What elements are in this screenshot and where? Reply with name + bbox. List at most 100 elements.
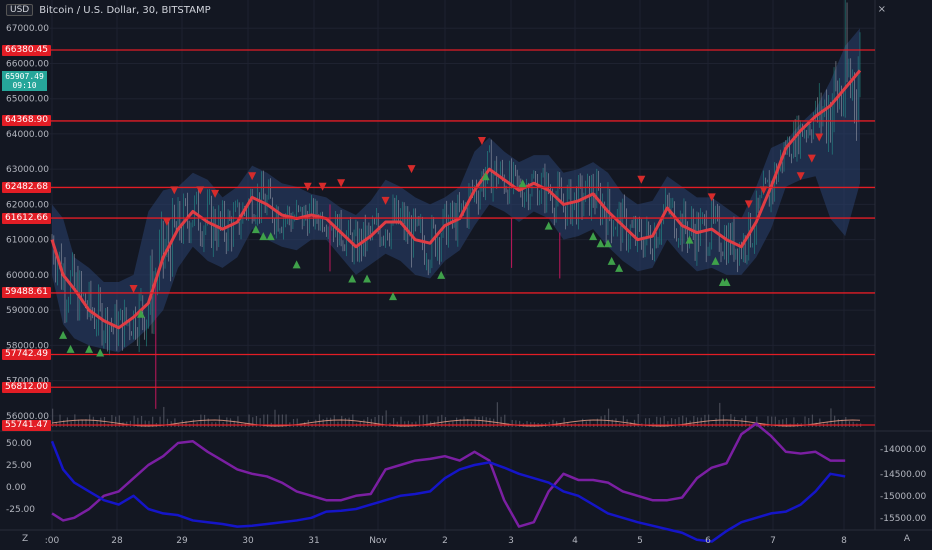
zoom-button[interactable]: Z (22, 534, 29, 544)
volume-bar (456, 417, 458, 427)
volume-bar (463, 416, 465, 427)
volume-bar (233, 420, 235, 427)
volume-bar (333, 415, 335, 427)
volume-bar (452, 421, 454, 427)
time-tick-label: 6 (705, 536, 711, 546)
sell-marker (162, 218, 171, 227)
volume-bar (174, 418, 176, 427)
volume-bar (778, 419, 780, 427)
volume-bars (51, 402, 862, 427)
grid-lines (0, 0, 932, 531)
price-tick-label: 62000.00 (6, 200, 49, 210)
volume-bar (89, 414, 91, 427)
volume-bar (255, 415, 258, 427)
horizontal-levels (50, 49, 875, 426)
sell-marker (303, 182, 312, 191)
auto-scale-button[interactable]: A (903, 534, 910, 544)
volume-bar (341, 415, 343, 427)
price-tick-label: 64000.00 (6, 130, 49, 140)
buy-marker (388, 292, 397, 301)
volume-bar (848, 421, 851, 427)
buy-marker (685, 235, 694, 244)
volume-bar (489, 417, 491, 427)
volume-bar (52, 408, 54, 427)
volume-bar (274, 409, 276, 427)
volume-bar (519, 420, 521, 427)
volume-bar (329, 417, 332, 427)
countdown: 09:10 (12, 81, 37, 90)
band-fill (52, 28, 860, 353)
volume-bar (259, 418, 261, 427)
volume-bar (207, 418, 209, 427)
sell-marker (196, 186, 205, 195)
volume-bar (500, 416, 502, 427)
volume-bar (400, 416, 402, 427)
buy-marker (363, 274, 372, 283)
volume-bar (378, 414, 380, 427)
buy-marker (589, 232, 598, 241)
volume-bar (478, 417, 480, 427)
volume-bar (152, 416, 154, 427)
currency-badge[interactable]: USD (6, 4, 34, 16)
volume-bar (756, 416, 758, 427)
volume-bar (281, 414, 283, 427)
volume-bar (604, 415, 606, 427)
volume-bar (426, 414, 428, 427)
volume-bar (318, 414, 321, 427)
buy-marker (85, 344, 94, 353)
volume-bar (385, 410, 387, 427)
buy-marker (266, 232, 275, 241)
volume-bar (589, 419, 591, 427)
moving-average-line (50, 69, 862, 330)
volume-bar (296, 418, 298, 427)
price-tick-label: 67000.00 (6, 24, 49, 34)
volume-bar (159, 416, 161, 427)
volume-bar (682, 415, 684, 427)
time-tick-label: :00 (45, 536, 60, 546)
volume-bar (656, 416, 658, 427)
volume-bar (226, 417, 228, 427)
volume-bar (111, 415, 113, 427)
chart-header: USD Bitcoin / U.S. Dollar, 30, BITSTAMP (6, 4, 211, 16)
volume-bar (129, 420, 132, 427)
volume-bar (485, 417, 487, 427)
level-label: 59488.61 (2, 287, 51, 299)
volume-bar (622, 415, 624, 427)
volume-bar (648, 418, 650, 427)
volume-bar (511, 419, 513, 427)
buy-marker (59, 330, 68, 339)
volume-bar (767, 416, 769, 427)
volume-bar (248, 414, 250, 427)
price-tick-label: 60000.00 (6, 271, 49, 281)
sell-marker (129, 285, 138, 294)
buy-marker (722, 277, 731, 286)
volume-bar (218, 415, 220, 427)
volume-bar (66, 417, 69, 427)
sell-marker (407, 165, 416, 174)
volume-bar (392, 417, 395, 427)
sell-marker (477, 136, 486, 145)
volume-bar (667, 421, 669, 427)
price-tick-label: 65000.00 (6, 95, 49, 105)
volume-bar (133, 415, 135, 427)
volume-bar (504, 414, 506, 427)
buy-marker (596, 239, 605, 248)
volume-bar (163, 406, 165, 427)
volume-bar (315, 419, 317, 427)
buy-marker (481, 172, 490, 181)
osc-left-tick: 0.00 (6, 483, 26, 493)
osc-left-tick: -25.00 (6, 505, 35, 515)
volume-bar (607, 408, 610, 427)
sell-marker (796, 172, 805, 181)
volume-bar (77, 419, 80, 427)
volume-bar (496, 402, 498, 427)
close-icon[interactable]: × (877, 4, 886, 15)
time-tick-label: 8 (841, 536, 847, 546)
volume-bar (785, 417, 788, 427)
volume-bar (144, 420, 146, 427)
volume-bar (229, 418, 232, 427)
buy-marker (292, 260, 301, 269)
volume-bar (741, 418, 743, 427)
volume-bar (693, 415, 695, 427)
